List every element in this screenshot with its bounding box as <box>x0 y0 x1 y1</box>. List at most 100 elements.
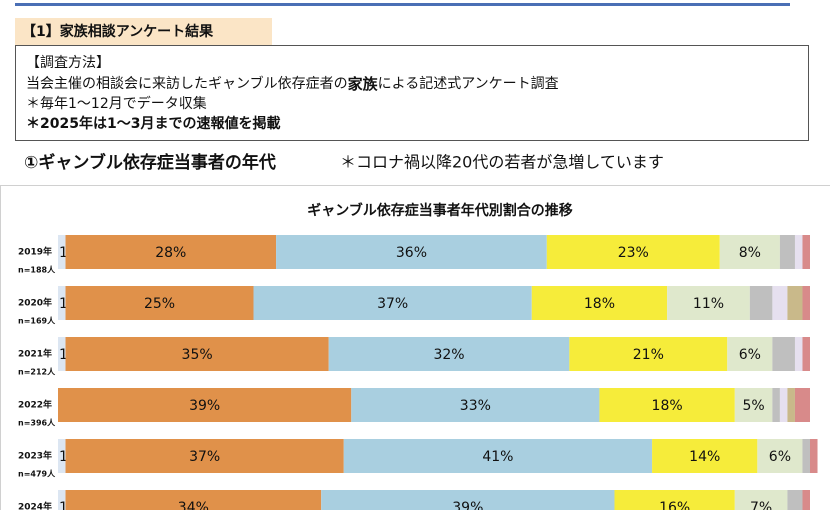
data-label: 8% <box>739 245 761 261</box>
bar-segment <box>65 490 322 510</box>
data-label: 18% <box>652 398 683 414</box>
row-sample-size: n=169人 <box>18 316 56 326</box>
data-label: 37% <box>189 449 220 465</box>
method-heading: 【調査方法】 <box>26 55 110 71</box>
bar-segment <box>787 286 803 320</box>
bar-segment <box>810 439 818 473</box>
bar-segment <box>772 337 795 371</box>
data-label: 6% <box>769 449 791 465</box>
data-label: 36% <box>396 245 427 261</box>
row-label: 2020年 <box>18 297 52 309</box>
header-bg <box>15 18 272 45</box>
bar-segment <box>531 286 668 320</box>
bar-segment <box>802 490 810 510</box>
row-label: 2024年 <box>18 501 52 510</box>
data-label: 5% <box>742 398 764 414</box>
data-label: 21% <box>633 347 664 363</box>
bar-segment <box>794 337 803 371</box>
row-sample-size: n=188人 <box>18 265 56 275</box>
data-label: 18% <box>584 296 615 312</box>
bar-segment <box>614 490 735 510</box>
row-sample-size: n=479人 <box>18 469 56 479</box>
plot: 2019年n=188人1%28%36%23%8%2020年n=169人1%25%… <box>18 235 818 510</box>
data-label: 41% <box>482 449 513 465</box>
bar-segment <box>787 490 803 510</box>
bar-segment <box>802 337 810 371</box>
method-line: 当会主催の相談会に来訪したギャンブル依存症者の家族による記述式アンケート調査 <box>26 75 559 93</box>
bar-segment <box>757 439 803 473</box>
bar-segment <box>802 286 810 320</box>
bar-segment <box>343 439 653 473</box>
data-label: 39% <box>189 398 220 414</box>
method-box <box>15 45 809 141</box>
bar-segment <box>719 235 780 269</box>
data-label: 32% <box>433 347 464 363</box>
bar-segment <box>328 337 570 371</box>
method-line: ＊2025年は1～3月までの速報値を掲載 <box>26 115 280 132</box>
data-label: 28% <box>155 245 186 261</box>
bar-segment <box>351 388 600 422</box>
text: 当会主催の相談会に来訪したギャンブル依存症者の <box>26 75 348 92</box>
data-label: 14% <box>689 449 720 465</box>
row-label: 2022年 <box>18 399 52 411</box>
row-sample-size: n=396人 <box>18 418 56 428</box>
text: による記述式アンケート調査 <box>378 75 559 92</box>
row-label: 2019年 <box>18 246 52 258</box>
bar-segment <box>802 439 810 473</box>
bar-segment <box>734 388 773 422</box>
data-label: 34% <box>178 500 209 510</box>
bar-segment <box>65 439 344 473</box>
row-sample-size: n=212人 <box>18 367 56 377</box>
data-label: 11% <box>693 296 724 312</box>
data-label: 35% <box>182 347 213 363</box>
bar-segment <box>58 490 66 510</box>
data-label: 25% <box>144 296 175 312</box>
bar-segment <box>58 388 352 422</box>
bar-segment <box>276 235 547 269</box>
bar-segment <box>546 235 720 269</box>
bar-segment <box>65 235 277 269</box>
section-note: ＊コロナ禍以降20代の若者が急増しています <box>340 153 664 172</box>
section-title: ①ギャンブル依存症当事者の年代 <box>24 152 276 173</box>
bar-segment <box>58 235 66 269</box>
bar-segment <box>779 235 795 269</box>
data-label: 39% <box>452 500 483 510</box>
data-label: 7% <box>750 500 772 510</box>
data-label: 6% <box>739 347 761 363</box>
bar-segment <box>65 337 329 371</box>
chart-title: ギャンブル依存症当事者年代別割合の推移 <box>307 202 573 219</box>
row-label: 2023年 <box>18 450 52 462</box>
top-rule <box>15 3 790 6</box>
bar-segment <box>253 286 532 320</box>
bar-segment <box>727 337 773 371</box>
data-label: 16% <box>659 500 690 510</box>
bar-segment <box>772 286 788 320</box>
row-label: 2021年 <box>18 348 52 360</box>
bar-segment <box>749 286 773 320</box>
bar-segment <box>652 439 758 473</box>
bar-segment <box>58 439 66 473</box>
data-label: 23% <box>618 245 649 261</box>
bar-segment <box>802 235 810 269</box>
bar-segment <box>569 337 728 371</box>
bar-segment <box>794 235 803 269</box>
data-label: 33% <box>460 398 491 414</box>
bar-segment <box>58 286 66 320</box>
bar-segment <box>58 337 66 371</box>
bar-segment <box>667 286 750 320</box>
text-bold: 家族 <box>348 75 379 93</box>
method-line: ＊毎年1～12月でデータ収集 <box>26 95 207 112</box>
bar-segment <box>787 388 795 422</box>
data-label: 37% <box>377 296 408 312</box>
bar-segment <box>734 490 788 510</box>
bar-segment <box>599 388 735 422</box>
chart-frame <box>0 185 830 510</box>
bar-segment <box>794 388 810 422</box>
header-title: 【1】家族相談アンケート結果 <box>22 23 214 40</box>
bar-segment <box>65 286 254 320</box>
bar-segment <box>321 490 615 510</box>
bar-segment <box>779 388 788 422</box>
bar-segment <box>772 388 780 422</box>
